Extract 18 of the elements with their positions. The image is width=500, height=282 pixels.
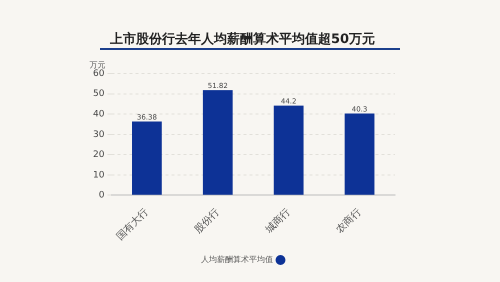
bar xyxy=(132,121,162,195)
y-tick-label: 30 xyxy=(93,130,105,140)
chart-title: 上市股份行去年人均薪酬算术平均值超50万元 xyxy=(108,31,376,48)
bar xyxy=(344,114,374,195)
x-tick-label: 国有大行 xyxy=(114,206,151,243)
legend-label: 人均薪酬算术平均值 xyxy=(201,255,273,264)
y-tick-label: 0 xyxy=(98,190,105,201)
y-tick-label: 20 xyxy=(93,150,105,160)
bar xyxy=(274,106,304,195)
y-tick-label: 10 xyxy=(93,170,105,180)
y-tick-label: 40 xyxy=(93,109,105,120)
x-tick-label: 城商行 xyxy=(262,206,293,236)
bar xyxy=(202,90,233,195)
y-tick-label: 60 xyxy=(93,68,105,79)
y-axis-title: 万元 xyxy=(89,60,106,70)
x-tick-label: 农商行 xyxy=(334,206,364,236)
y-tick-label: 50 xyxy=(93,89,105,100)
x-tick-label: 股份行 xyxy=(192,206,222,236)
